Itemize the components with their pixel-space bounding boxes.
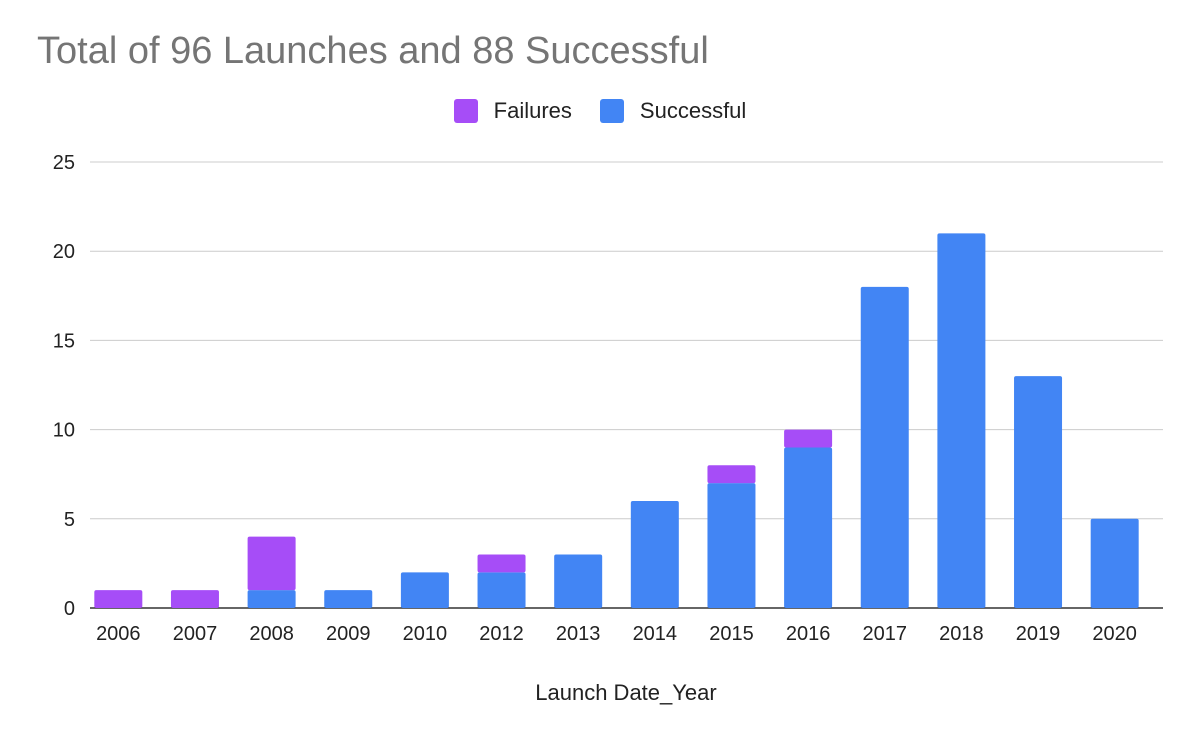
bar-failures-2012 (477, 554, 526, 573)
bar-successful-2015 (707, 483, 756, 608)
x-tick-label: 2008 (249, 623, 294, 645)
legend-swatch-successful (599, 99, 624, 123)
x-tick-label: 2017 (863, 623, 908, 645)
bar-failures-2015 (707, 465, 756, 484)
y-tick-label: 5 (64, 509, 75, 531)
y-tick-label: 0 (64, 598, 75, 620)
y-tick-label: 10 (53, 420, 75, 442)
x-tick-label: 2018 (939, 623, 984, 645)
x-tick-label: 2015 (709, 623, 754, 645)
legend: Failures Successful (0, 98, 1200, 124)
legend-item-failures[interactable]: Failures (453, 98, 572, 124)
bar-successful-2016 (784, 447, 833, 608)
bar-successful-2019 (1014, 376, 1063, 608)
bar-successful-2020 (1090, 518, 1139, 608)
x-tick-label: 2006 (96, 623, 141, 645)
legend-label-successful: Successful (639, 98, 747, 123)
bar-successful-2018 (937, 233, 986, 609)
bar-successful-2014 (630, 500, 679, 608)
x-tick-label: 2016 (786, 623, 831, 645)
bar-successful-2017 (860, 286, 909, 608)
y-tick-label: 25 (53, 152, 75, 174)
bar-failures-2006 (94, 590, 143, 608)
bar-failures-2007 (170, 590, 219, 608)
bar-successful-2013 (554, 554, 603, 608)
x-axis-label: Launch Date_Year (535, 680, 717, 705)
legend-label-failures: Failures (493, 98, 572, 123)
x-tick-label: 2019 (1016, 623, 1061, 645)
x-tick-label: 2009 (326, 623, 371, 645)
y-tick-label: 20 (53, 241, 75, 263)
legend-swatch-failures (453, 99, 478, 123)
x-tick-label: 2013 (556, 623, 601, 645)
bar-failures-2008 (247, 536, 296, 591)
x-tick-label: 2010 (403, 623, 448, 645)
x-tick-label: 2012 (479, 623, 524, 645)
legend-item-successful[interactable]: Successful (599, 98, 747, 124)
bar-successful-2008 (247, 590, 296, 608)
x-tick-label: 2014 (633, 623, 678, 645)
bar-successful-2009 (324, 590, 373, 608)
y-tick-label: 15 (53, 330, 75, 352)
x-tick-label: 2007 (173, 623, 218, 645)
bar-failures-2016 (784, 429, 833, 448)
x-tick-label: 2020 (1092, 623, 1137, 645)
bar-successful-2012 (477, 572, 526, 608)
chart-title: Total of 96 Launches and 88 Successful (37, 30, 709, 72)
bar-successful-2010 (400, 572, 449, 608)
